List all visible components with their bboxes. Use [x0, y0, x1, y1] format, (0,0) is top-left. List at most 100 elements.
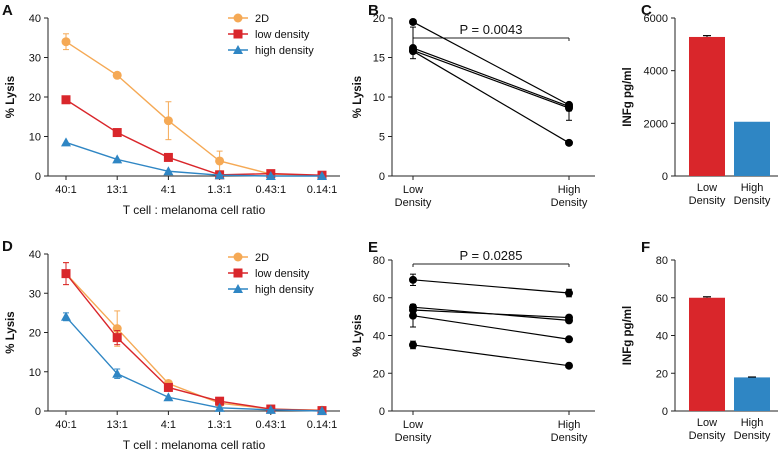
panel-a-series-high-density-point	[265, 171, 276, 180]
panel-b-x-tick-label: High	[558, 184, 581, 196]
panel-f-y-tick-label: 60	[656, 293, 668, 305]
panel-b-pair-line	[412, 49, 570, 109]
panel-d-series-high-density-point	[163, 392, 174, 402]
panel-d-series-high-density-point	[214, 402, 225, 412]
panel-a-series-2d-point	[112, 70, 122, 80]
panel-a-series-2d-point	[215, 156, 225, 166]
panel-letter-b: B	[368, 2, 379, 19]
panel-e-y-tick-label: 20	[373, 368, 385, 380]
panel-a-series-low-density-line	[65, 99, 323, 176]
panel-e-p-value: P = 0.0285	[459, 248, 522, 263]
panel-d-x-axis-label: T cell : melanoma cell ratio	[123, 438, 266, 451]
panel-f-x-tick-label: High	[741, 417, 764, 429]
panel-c-bar	[734, 121, 770, 176]
panel-e-x-tick-label: Density	[551, 432, 588, 444]
panel-e-pair-line	[412, 344, 570, 367]
panel-c-y-tick-label: 6000	[644, 13, 668, 25]
panel-c-y-tick-label: 2000	[644, 118, 668, 130]
panel-e-x-tick-label: High	[558, 419, 581, 431]
panel-a-series-high-density-point	[317, 171, 327, 180]
panel-e-y-tick-label: 40	[373, 331, 385, 343]
panel-b-point-high	[565, 104, 573, 113]
panel-a-series-2d-point	[163, 116, 173, 126]
panel-c-x-tick-label: High	[741, 182, 764, 194]
panel-d-x-tick-label: 13:1	[106, 419, 127, 431]
panel-a-y-axis-label: % Lysis	[5, 76, 17, 118]
panel-e-point-low	[409, 340, 417, 349]
panel-letter-d: D	[2, 238, 13, 255]
panel-e-point-high	[565, 335, 573, 344]
panel-d-series-low-density-line	[65, 273, 323, 412]
panel-c-y-axis-label: INFg pg/ml	[622, 67, 634, 126]
panel-d-series-high-density-point	[112, 368, 123, 378]
panel-f-y-tick-label: 40	[656, 331, 668, 343]
panel-b-point-low	[409, 46, 417, 55]
panel-f-x-tick-label: Low	[697, 417, 717, 429]
panel-b-pair-line	[412, 21, 570, 106]
panel-b-x-tick-label: Low	[403, 184, 423, 196]
panel-b-p-value: P = 0.0043	[459, 22, 522, 37]
panel-f-y-tick-label: 0	[662, 406, 668, 418]
panel-c-x-tick-label: Density	[689, 195, 726, 207]
panel-d-series-low-density-point	[112, 333, 122, 343]
panel-e-point-low	[409, 311, 417, 320]
panel-b-pair-line	[412, 50, 570, 144]
panel-e-point-low	[409, 275, 417, 284]
panel-c-x-tick-label: Low	[697, 182, 717, 194]
panel-f-y-axis-label: INFg pg/ml	[622, 306, 634, 365]
panel-b-x-tick-label: Density	[395, 197, 432, 209]
panel-d-x-tick-label: 40:1	[55, 419, 76, 431]
panel-d-series-high-density-line	[65, 316, 323, 412]
panel-f-y-tick-label: 80	[656, 255, 668, 267]
panel-a-x-tick-label: 13:1	[106, 184, 127, 196]
panel-a-y-tick-label: 0	[35, 171, 41, 183]
panel-a-series-2d-point	[61, 37, 71, 47]
panel-a-series-low-density-point	[112, 128, 122, 138]
panel-d-series-low-density-point	[163, 382, 173, 392]
panel-d-y-axis-label: % Lysis	[5, 311, 17, 353]
panel-a-series-low-density-point	[163, 152, 173, 162]
panel-d-series-low-density-point	[61, 269, 71, 279]
panel-f-bar	[689, 297, 725, 411]
panel-a-y-tick-label: 10	[29, 132, 41, 144]
panel-f-bar	[734, 377, 770, 411]
panel-a-x-tick-label: 4:1	[161, 184, 176, 196]
panel-e-x-tick-label: Low	[403, 419, 423, 431]
panel-e-y-axis-label: % Lysis	[352, 314, 364, 356]
panel-b-y-tick-label: 0	[379, 171, 385, 183]
panel-d-series-low-density-point	[215, 396, 225, 406]
panel-d-y-tick-label: 40	[29, 249, 41, 261]
panel-d-legend-marker	[233, 268, 243, 278]
panel-letter-c: C	[641, 2, 652, 19]
panel-letter-f: F	[641, 239, 650, 256]
panel-a-y-tick-label: 30	[29, 53, 41, 65]
panel-d-y-tick-label: 10	[29, 367, 41, 379]
panel-b-y-tick-label: 10	[373, 92, 385, 104]
panel-e-pair-line	[412, 309, 570, 319]
panel-d-x-tick-label: 0.43:1	[256, 419, 287, 431]
panel-c-y-tick-label: 4000	[644, 66, 668, 78]
panel-d-series-high-density-point	[265, 404, 276, 414]
panel-d-legend-label: high density	[255, 284, 314, 296]
panel-c-y-tick-label: 0	[662, 171, 668, 183]
panel-e-pair-line	[412, 279, 570, 294]
panel-a-x-tick-label: 0.14:1	[307, 184, 338, 196]
panel-a-x-axis-label: T cell : melanoma cell ratio	[123, 203, 266, 217]
panel-d-series-high-density-point	[61, 311, 71, 321]
panel-e-point-high	[565, 313, 573, 322]
panel-c-bar	[689, 36, 725, 177]
panel-d-legend-label: 2D	[255, 252, 269, 264]
panel-d-x-tick-label: 1.3:1	[207, 419, 231, 431]
panel-a-series-high-density-line	[65, 141, 322, 177]
panel-b-x-tick-label: Density	[551, 197, 588, 209]
panel-d-legend-label: low density	[255, 268, 310, 280]
panel-a-series-high-density-point	[163, 166, 174, 176]
panel-c-x-tick-label: Density	[734, 195, 771, 207]
panel-a-series-low-density-point	[61, 95, 71, 105]
panel-a-legend-marker	[233, 13, 243, 23]
panel-a-legend-label: 2D	[255, 13, 269, 25]
panel-d-x-tick-label: 0.14:1	[307, 419, 338, 431]
panel-e-x-tick-label: Density	[395, 432, 432, 444]
panel-a-legend-marker	[233, 29, 243, 39]
